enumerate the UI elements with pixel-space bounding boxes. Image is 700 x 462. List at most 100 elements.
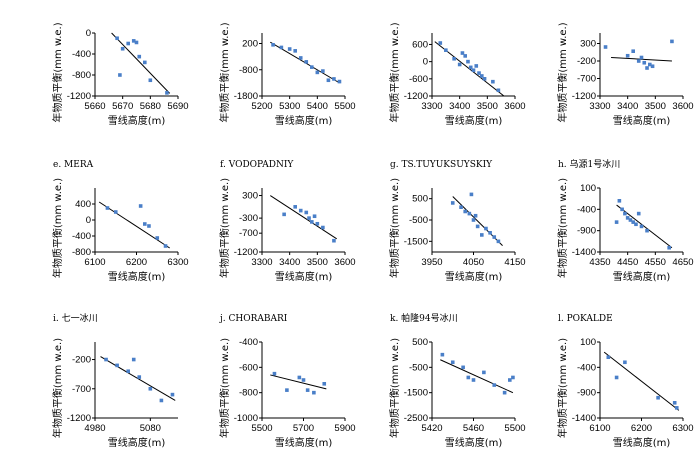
- panel-3-y-tick-label: 600: [412, 39, 428, 50]
- panel-7-data-point: [484, 226, 488, 231]
- panel-2-y-tick-label: -800: [239, 65, 258, 76]
- panel-11-data-point: [450, 360, 455, 365]
- panel-8-title: h. 乌源1号冰川: [558, 158, 620, 170]
- panel-6-trend-line: [270, 195, 337, 240]
- panel-5-y-tick-label: -800: [72, 247, 91, 258]
- panel-8-data-point: [614, 220, 619, 224]
- panel-1-trend-line: [111, 32, 171, 94]
- panel-10-y-tick-label: -400: [239, 337, 258, 348]
- panel-5-data-point: [138, 204, 143, 208]
- panel-3-data-point: [496, 88, 501, 93]
- panel-9-data-point: [137, 375, 142, 379]
- panel-3-data-point: [474, 64, 479, 68]
- panel-2-data-point: [298, 56, 303, 60]
- panel-7-data-point: [492, 235, 497, 239]
- panel-7-x-tick-label: 3950: [421, 257, 442, 268]
- panel-5-x-tick-label: 6300: [167, 257, 188, 268]
- panel-8-y-label: 年物质平衡(mm w.e.): [556, 178, 569, 278]
- panel-10-x-label: 雪线高度(m): [275, 436, 333, 449]
- panel-11-y-tick-label: 500: [412, 337, 428, 348]
- panel-4-data-point: [645, 66, 649, 70]
- panel-8-x-tick-label: 4450: [617, 257, 638, 268]
- panel-6-data-point: [293, 205, 297, 209]
- panel-5-x-tick-label: 6100: [84, 257, 105, 268]
- panel-3-data-point: [482, 77, 487, 81]
- panel-9-x-tick-label: 4980: [84, 423, 105, 434]
- panel-8-data-point: [639, 224, 644, 229]
- panel-12-data-point: [623, 360, 627, 365]
- panel-6-y-tick-label: -300: [239, 213, 258, 224]
- panel-10-data-point: [305, 388, 310, 392]
- panel-4-data-point: [625, 53, 630, 58]
- panel-8-y-tick-label: -900: [577, 226, 596, 237]
- panel-4-data-point: [650, 64, 655, 69]
- panel-12-y-tick-label: -400: [577, 362, 596, 373]
- panel-4-y-tick-label: -700: [577, 74, 596, 85]
- panel-1-data-point: [118, 73, 122, 77]
- panel-7-y-label: 年物质平衡(mm w.e.): [388, 178, 401, 278]
- panel-8-data-point: [628, 218, 633, 222]
- panel-6-x-label: 雪线高度(m): [275, 270, 333, 283]
- panel-1-x-label: 雪线高度(m): [108, 114, 166, 127]
- panel-9-data-point: [115, 363, 119, 368]
- panel-8-x-tick-label: 4650: [672, 257, 693, 268]
- panel-2-data-point: [287, 47, 292, 51]
- panel-1-y-tick-label: -800: [72, 70, 91, 81]
- panel-11-x-tick-label: 5460: [463, 423, 484, 434]
- panel-1-data-point: [131, 39, 136, 43]
- panel-8-data-point: [623, 211, 627, 216]
- panel-6-y-tick-label: -1200: [234, 247, 258, 258]
- panel-4-y-tick-label: -200: [577, 56, 596, 67]
- panel-8-x-tick-label: 4350: [589, 257, 610, 268]
- panel-9-y-tick-label: -700: [72, 384, 91, 395]
- panel-8-x-tick-label: 4550: [645, 257, 666, 268]
- panel-4-y-label: 年物质平衡(mm w.e.): [556, 22, 569, 122]
- panel-5-data-point: [155, 236, 160, 240]
- panel-11-data-point: [511, 375, 515, 380]
- panel-2-data-point: [337, 79, 342, 84]
- panel-2-x-tick-label: 5500: [334, 101, 355, 112]
- panel-9-y-tick-label: -1200: [67, 413, 91, 424]
- panel-12-trend-line: [603, 351, 680, 411]
- panel-7-x-tick-label: 4050: [463, 257, 484, 268]
- panel-8-data-point: [620, 207, 624, 212]
- panel-3-x-tick-label: 3600: [504, 101, 525, 112]
- panel-7-y-tick-label: -1500: [404, 236, 428, 247]
- panel-10-x-tick-label: 5900: [334, 423, 355, 434]
- panel-4-data-point: [631, 49, 635, 53]
- panel-6-y-label: 年物质平衡(mm w.e.): [218, 178, 231, 278]
- panel-7-x-label: 雪线高度(m): [445, 270, 503, 283]
- panel-11-data-point: [502, 390, 507, 395]
- panel-12-data-point: [672, 401, 677, 405]
- panel-11-x-tick-label: 5420: [421, 423, 442, 434]
- panel-12-x-tick-label: 6100: [589, 423, 610, 434]
- panel-8-data-point: [667, 245, 671, 250]
- panel-4-x-label: 雪线高度(m): [613, 114, 671, 127]
- panel-7-data-point: [463, 209, 467, 214]
- panel-9-data-point: [131, 357, 136, 362]
- panel-12-y-tick-label: 100: [580, 337, 596, 348]
- panel-2-data-point: [304, 60, 309, 64]
- panel-8-data-point: [631, 220, 635, 224]
- panel-7-data-point: [473, 213, 478, 218]
- panel-2-x-tick-label: 5300: [279, 101, 300, 112]
- panel-5-data-point: [143, 222, 147, 226]
- panel-6-x-tick-label: 3300: [251, 257, 272, 268]
- panel-2-data-point: [315, 70, 320, 75]
- panel-9-data-point: [104, 357, 108, 362]
- panel-11-y-tick-label: -1500: [404, 388, 428, 399]
- panel-7-data-point: [480, 233, 484, 237]
- panel-2-x-tick-label: 5200: [251, 101, 272, 112]
- panel-9-title: i. 七一冰川: [53, 312, 98, 324]
- panel-12-y-label: 年物质平衡(mm w.e.): [556, 338, 569, 438]
- panel-9-x-label: 雪线高度(m): [108, 436, 166, 449]
- panel-8-data-point: [617, 199, 622, 203]
- panel-11-x-tick-label: 5500: [504, 423, 525, 434]
- panel-11-data-point: [440, 352, 445, 357]
- panel-3-x-tick-label: 3500: [477, 101, 498, 112]
- panel-7-y-tick-label: -500: [409, 215, 428, 226]
- panel-12-x-tick-label: 6200: [631, 423, 652, 434]
- panel-9-y-label: 年物质平衡(mm w.e.): [51, 338, 64, 438]
- panel-6-data-point: [312, 214, 317, 219]
- panel-3-data-point: [460, 51, 465, 55]
